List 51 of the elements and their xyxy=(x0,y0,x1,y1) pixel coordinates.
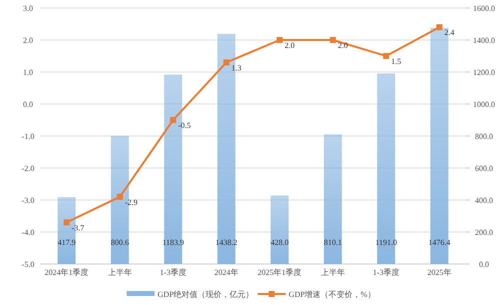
point xyxy=(383,53,390,59)
y2-tick-label: 1200.0 xyxy=(473,68,495,77)
y2-tick-label: 400.0 xyxy=(475,196,493,205)
y-tick-label: 0.0 xyxy=(23,100,33,109)
y-tick-label: 1.0 xyxy=(23,68,33,77)
point xyxy=(436,24,442,30)
y-tick-label: -1.0 xyxy=(22,132,34,141)
y2-tick-label: 1600.0 xyxy=(473,4,495,13)
y-tick-label: -3.0 xyxy=(22,196,34,205)
data-label: 2.0 xyxy=(284,41,295,50)
point xyxy=(223,59,230,66)
data-label: -2.9 xyxy=(124,198,138,207)
data-label: 2.4 xyxy=(444,28,454,38)
y-tick-label: -2.0 xyxy=(22,164,34,173)
y-tick-label: 3.0 xyxy=(23,4,33,13)
x-tick-label: 2025年 xyxy=(427,268,452,277)
data-label: 1.5 xyxy=(391,57,402,66)
x-tick-label: 1-3季度 xyxy=(372,268,400,277)
x-tick-label: 2024年1季度 xyxy=(44,268,89,277)
y2-tick-label: 600.0 xyxy=(475,164,493,173)
x-tick-label: 1-3季度 xyxy=(160,268,186,277)
data-label: -3.7 xyxy=(72,223,84,232)
x-tick-label: 上半年 xyxy=(108,268,132,277)
y2-tick-label: 200.0 xyxy=(475,228,493,237)
bar xyxy=(377,73,396,264)
legend-label: GDP增速（不变价，%） xyxy=(288,290,376,299)
data-label: 1.3 xyxy=(231,63,242,72)
point xyxy=(64,219,70,226)
data-label: -0.5 xyxy=(178,121,191,130)
data-label: 2.0 xyxy=(338,41,348,50)
bar xyxy=(324,134,342,264)
y2-tick-label: 0.0 xyxy=(479,260,489,269)
y2-tick-label: 1400.0 xyxy=(473,36,495,45)
data-label: 800.6 xyxy=(110,238,129,247)
y-tick-label: -5.0 xyxy=(22,260,34,269)
legend-label: GDP绝对值（现价，亿元） xyxy=(158,290,254,299)
data-label: 428.0 xyxy=(270,238,289,247)
y2-tick-label: 1000.0 xyxy=(473,100,495,109)
point xyxy=(330,37,336,43)
point xyxy=(170,117,176,123)
bar xyxy=(270,196,289,264)
data-label: 810.1 xyxy=(324,238,342,247)
y-tick-label: -4.0 xyxy=(22,228,34,237)
x-tick-label: 2024年 xyxy=(214,268,238,277)
y2-tick-label: 800.0 xyxy=(475,132,493,141)
data-label: 417.9 xyxy=(58,238,76,247)
point xyxy=(276,37,283,43)
x-tick-label: 上半年 xyxy=(320,268,345,277)
point xyxy=(116,194,123,200)
x-tick-label: 2025年1季度 xyxy=(258,268,302,277)
y-tick-label: 2.0 xyxy=(23,36,33,45)
